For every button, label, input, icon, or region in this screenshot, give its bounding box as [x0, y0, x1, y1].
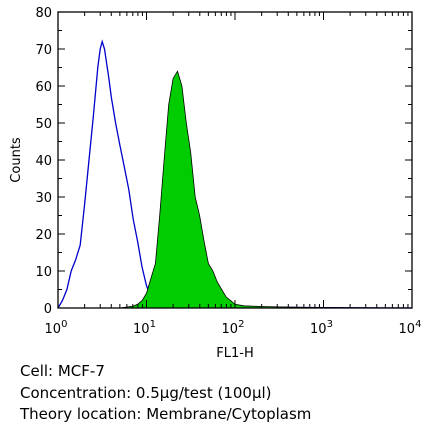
y-axis-label: Counts [9, 137, 24, 183]
y-tick-label: 20 [35, 228, 52, 243]
ticks-layer: 0 10 20 30 40 50 60 70 80 100 101 102 103 104 [35, 6, 421, 337]
plot-frame [57, 11, 413, 309]
x-tick-label: 102 [222, 319, 245, 337]
caption-cell: Cell: MCF-7 [20, 362, 105, 380]
caption-theory-location: Theory location: Membrane/Cytoplasm [20, 405, 312, 423]
y-tick-label: 50 [35, 117, 52, 132]
y-tick-label: 30 [35, 191, 52, 206]
caption-concentration: Concentration: 0.5μg/test (100μl) [20, 384, 272, 402]
y-tick-label: 80 [35, 6, 52, 21]
y-tick-label: 0 [44, 302, 52, 317]
y-tick-label: 10 [35, 265, 52, 280]
y-tick-label: 70 [35, 43, 52, 58]
y-tick-label: 60 [35, 80, 52, 95]
x-tick-label: 100 [45, 319, 68, 337]
series-0-line [57, 39, 413, 309]
series-1-fill [58, 70, 413, 309]
x-tick-label: 101 [133, 319, 156, 337]
series-layer [57, 39, 413, 309]
x-axis-label: FL1-H [216, 346, 253, 360]
x-tick-label: 103 [310, 319, 333, 337]
flow-histogram-chart: 0 10 20 30 40 50 60 70 80 100 101 102 103 104 FL1-H C… [9, 6, 421, 360]
y-tick-label: 40 [35, 154, 52, 169]
x-tick-label: 104 [399, 319, 422, 337]
